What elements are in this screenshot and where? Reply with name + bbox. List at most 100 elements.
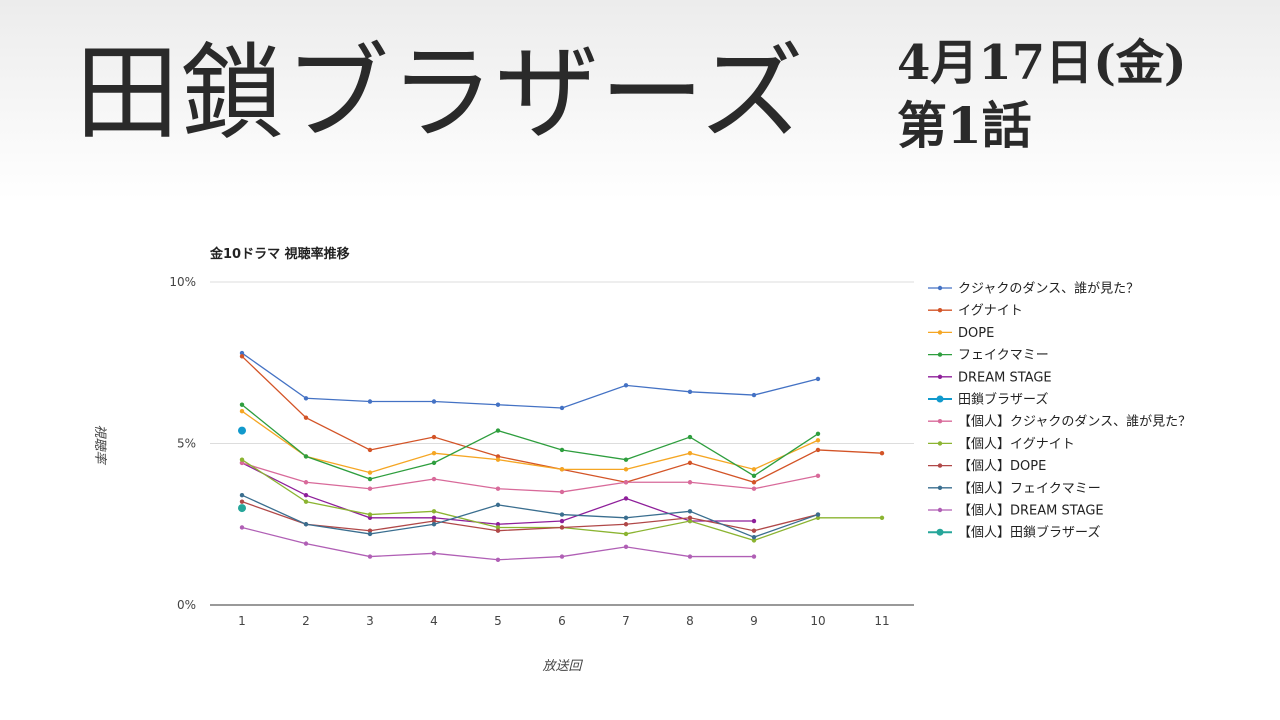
data-point [815,447,821,453]
data-point [751,538,757,543]
data-point [367,476,373,482]
legend-label: 【個人】イグナイト [958,437,1075,452]
series-line [241,462,754,525]
data-point [751,554,757,559]
data-point [751,486,757,491]
data-point [431,476,437,482]
data-point [687,515,693,520]
data-point [623,496,629,501]
x-tick-label: 1 [238,614,246,628]
series-line [241,404,819,480]
data-point [367,512,373,517]
series-line [241,352,819,409]
legend-item: 【個人】イグナイト [928,437,1075,452]
legend-label: DOPE [958,326,994,341]
data-point [431,434,437,440]
series [239,350,821,411]
series-line [241,410,819,474]
chart-title: 金10ドラマ 視聴率推移 [209,246,350,262]
data-point [623,544,629,550]
x-tick-label: 11 [874,614,889,628]
data-point [623,383,629,388]
data-point [559,518,565,524]
series [239,354,885,485]
data-point [751,480,757,485]
data-point [303,415,309,420]
legend-marker [937,441,943,446]
legend-item: 【個人】フェイクマミー [928,481,1101,496]
data-point [559,512,565,517]
data-point [239,499,245,504]
data-point [687,460,693,466]
data-point [303,396,309,401]
x-tick-label: 5 [494,614,502,628]
data-point [495,486,501,491]
data-point [431,551,437,556]
legend-label: DREAM STAGE [958,370,1052,385]
data-point [303,522,309,527]
data-point [623,522,629,527]
x-tick-label: 7 [622,614,630,628]
data-point [367,486,373,491]
legend-item: クジャクのダンス、誰が見た？ [928,281,1139,297]
data-point [239,492,245,498]
legend-label: 【個人】田鎖ブラザーズ [958,525,1100,541]
legend-item: 田鎖ブラザーズ [928,392,1048,408]
data-point [238,426,246,435]
data-point [815,512,821,517]
series [238,504,246,513]
data-point [303,454,309,459]
data-point [623,457,629,462]
legend-item: DREAM STAGE [928,370,1052,385]
data-point [751,528,757,533]
data-point [303,541,309,546]
legend-label: フェイクマミー [958,348,1049,363]
data-point [751,534,757,540]
data-point [879,450,885,456]
data-point [815,515,821,520]
data-point [367,531,373,537]
legend-marker [937,374,943,379]
data-point [687,509,693,514]
y-axis-label: 視聴率 [92,424,108,465]
data-point [495,454,501,459]
data-point [751,518,757,524]
data-point [559,467,565,472]
series [239,460,821,495]
data-point [687,480,693,485]
data-point [495,502,501,508]
y-tick-label: 5% [177,437,196,451]
data-point [367,447,373,453]
data-point [559,405,565,411]
x-tick-label: 6 [558,614,566,628]
x-tick-label: 9 [750,614,758,628]
x-axis-label: 放送回 [542,659,583,674]
axes: 0% 5% 10% 1 2 3 4 5 6 7 8 9 10 11 [169,275,914,628]
data-point [431,518,437,524]
legend-label: 【個人】フェイクマミー [958,481,1101,496]
legend-item: 【個人】田鎖ブラザーズ [928,525,1100,541]
data-point [815,431,821,437]
data-point [687,434,693,440]
legend-marker [937,308,943,313]
data-point [239,457,245,462]
data-point [815,376,821,382]
legend-item: DOPE [928,326,994,341]
legend: クジャクのダンス、誰が見た？ イグナイト DOPE フェイクマミー DREAM STAG… [928,281,1191,541]
series [238,426,246,435]
x-tick-label: 10 [810,614,825,628]
legend-item: 【個人】DOPE [928,459,1046,474]
data-point [495,402,501,407]
broadcast-date: 4月17日(金) [897,35,1187,91]
data-point [431,450,437,456]
data-point [239,460,245,466]
data-point [687,450,693,456]
data-point [303,499,309,504]
data-point [431,399,437,404]
x-tick-label: 2 [302,614,310,628]
data-point [687,554,693,559]
data-point [495,557,501,562]
legend-label: イグナイト [958,304,1023,319]
legend-marker [937,352,943,357]
